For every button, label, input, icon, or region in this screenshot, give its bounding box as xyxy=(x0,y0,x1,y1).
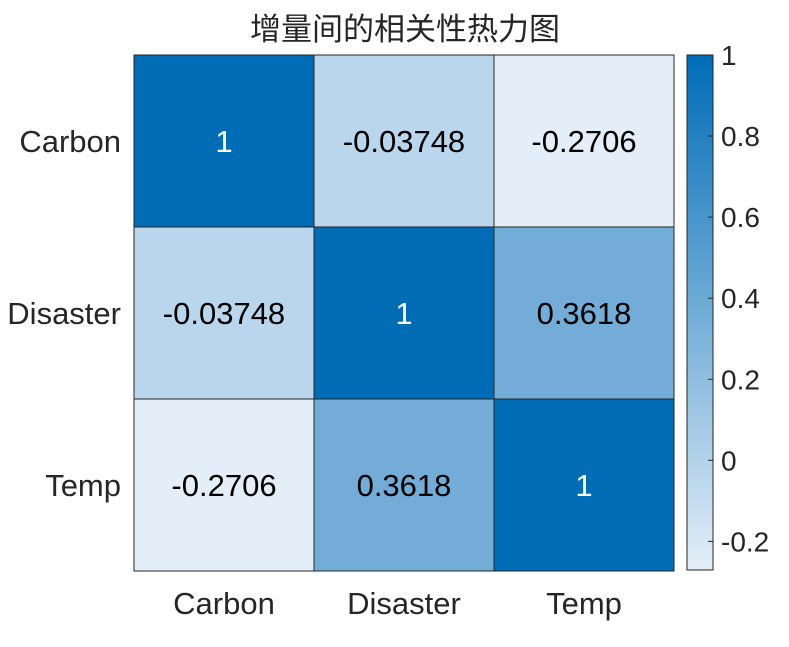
heatmap-cell xyxy=(493,226,675,400)
colorbar-tick-label: 0.6 xyxy=(721,202,760,233)
cell-value-label: -0.2706 xyxy=(531,124,636,159)
colorbar-tick-label: -0.2 xyxy=(721,526,769,557)
cell-value-label: 1 xyxy=(215,124,232,159)
cell-value-label: 1 xyxy=(575,468,592,503)
heatmap-cell xyxy=(313,226,495,400)
heatmap-cell xyxy=(133,226,315,400)
heatmap-cell xyxy=(313,54,495,228)
cell-value-label: -0.2706 xyxy=(171,468,276,503)
heatmap-cell xyxy=(133,54,315,228)
heatmap-cell xyxy=(313,398,495,572)
x-axis-labels: Carbon Disaster Temp xyxy=(173,586,622,621)
colorbar-tick-label: 0.8 xyxy=(721,121,760,152)
chart-title: 增量间的相关性热力图 xyxy=(250,12,560,48)
heatmap-cell xyxy=(493,398,675,572)
y-tick-label: Carbon xyxy=(19,124,121,159)
x-tick-label: Carbon xyxy=(173,586,275,621)
cell-value-labels: 1 -0.03748 -0.2706 -0.03748 1 0.3618 -0.2706 0.… xyxy=(163,124,637,503)
y-tick-label: Disaster xyxy=(7,296,121,331)
colorbar-tick-label: 1 xyxy=(721,40,737,71)
heatmap-cell xyxy=(493,54,675,228)
colorbar-tick-label: 0 xyxy=(721,445,737,476)
heatmap-cells xyxy=(133,54,675,572)
colorbar: -0.2 0 0.2 0.4 0.6 0.8 1 xyxy=(686,40,769,571)
cell-value-label: -0.03748 xyxy=(163,296,285,331)
x-tick-label: Temp xyxy=(546,586,622,621)
colorbar-tick-label: 0.4 xyxy=(721,283,760,314)
cell-value-label: -0.03748 xyxy=(343,124,465,159)
x-tick-label: Disaster xyxy=(347,586,461,621)
colorbar-tick-label: 0.2 xyxy=(721,364,760,395)
cell-value-label: 0.3618 xyxy=(537,296,632,331)
cell-value-label: 1 xyxy=(395,296,412,331)
cell-value-label: 0.3618 xyxy=(357,468,452,503)
y-axis-labels: Carbon Disaster Temp xyxy=(7,124,121,503)
heatmap-cell xyxy=(133,398,315,572)
colorbar-gradient xyxy=(686,54,714,571)
y-tick-label: Temp xyxy=(45,468,121,503)
